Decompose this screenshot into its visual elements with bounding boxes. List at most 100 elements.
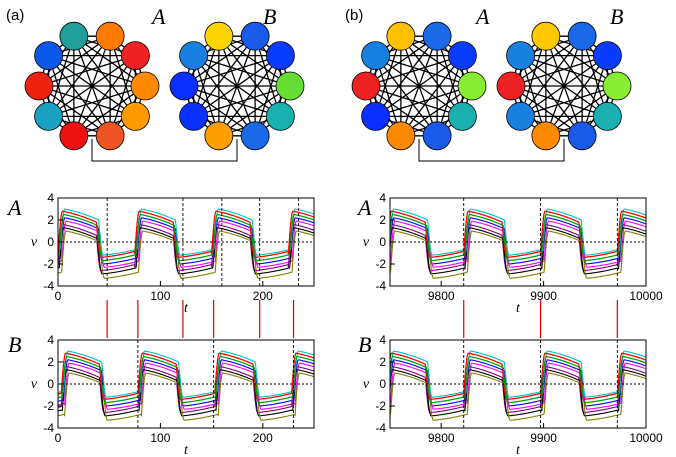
plot-0: -4 -2 0 2 4 0 100 200 t v bbox=[31, 191, 315, 316]
network-node bbox=[34, 41, 63, 71]
spike-markers bbox=[106, 300, 618, 338]
x-tick-label: 9900 bbox=[530, 289, 557, 303]
series-line bbox=[390, 230, 646, 279]
coupling-link bbox=[418, 139, 565, 162]
x-axis-label: t bbox=[516, 301, 521, 316]
network-node bbox=[240, 21, 270, 51]
y-tick-label: -4 bbox=[43, 279, 54, 293]
network-edge bbox=[38, 85, 136, 118]
series-line bbox=[390, 350, 646, 398]
network-node bbox=[496, 71, 526, 101]
network-edge bbox=[510, 85, 608, 118]
series-line bbox=[390, 369, 646, 417]
y-tick-label: 0 bbox=[47, 377, 54, 391]
series-line bbox=[58, 208, 314, 256]
x-tick-label: 10000 bbox=[629, 431, 663, 445]
network-edge bbox=[193, 35, 256, 117]
network-node bbox=[448, 41, 477, 71]
network-edge bbox=[183, 54, 281, 87]
x-tick-label: 0 bbox=[55, 431, 62, 445]
y-axis-label: v bbox=[363, 235, 370, 250]
network-edge bbox=[38, 85, 111, 137]
network-node bbox=[130, 71, 160, 101]
y-tick-label: 2 bbox=[47, 213, 54, 227]
x-tick-label: 0 bbox=[55, 289, 62, 303]
series-line bbox=[58, 210, 314, 258]
network-edge bbox=[73, 55, 136, 137]
network-node bbox=[204, 121, 234, 151]
y-tick-label: 0 bbox=[47, 235, 54, 249]
plot-1: -4 -2 0 2 4 9800 9900 10000 t v bbox=[363, 191, 663, 316]
x-tick-label: 9900 bbox=[530, 431, 557, 445]
x-tick-label: 9800 bbox=[428, 431, 455, 445]
network-edge bbox=[375, 35, 438, 117]
network-edge bbox=[193, 54, 291, 87]
network-3 bbox=[496, 21, 632, 151]
network-edge bbox=[48, 54, 146, 87]
network-edge bbox=[193, 55, 256, 137]
network-label-a-left: A bbox=[150, 4, 166, 29]
row-label-b-right: B bbox=[358, 332, 371, 357]
series-line bbox=[390, 208, 646, 256]
network-edge bbox=[48, 55, 111, 137]
series-line bbox=[58, 355, 314, 404]
network-node bbox=[531, 21, 561, 51]
y-tick-label: -4 bbox=[43, 421, 54, 435]
y-tick-label: 0 bbox=[379, 377, 386, 391]
plot-2: -4 -2 0 2 4 0 100 200 t v bbox=[31, 333, 315, 457]
x-tick-label: 10000 bbox=[629, 289, 663, 303]
y-tick-label: 4 bbox=[47, 333, 54, 347]
network-node bbox=[266, 41, 295, 71]
series-line bbox=[58, 213, 314, 262]
network-edge bbox=[510, 35, 583, 87]
network-edge bbox=[520, 54, 618, 87]
network-node bbox=[448, 101, 477, 131]
y-tick-label: -4 bbox=[375, 279, 386, 293]
x-axis-label: t bbox=[184, 301, 189, 316]
network-node bbox=[34, 101, 63, 131]
series-line bbox=[390, 220, 646, 268]
series-line bbox=[390, 362, 646, 410]
network-node bbox=[602, 71, 632, 101]
network-edge bbox=[520, 55, 583, 137]
y-axis-label: v bbox=[31, 235, 38, 250]
y-axis-label: v bbox=[363, 377, 370, 392]
network-node bbox=[506, 101, 535, 131]
x-axis-label: t bbox=[184, 443, 189, 457]
network-node bbox=[506, 41, 535, 71]
network-edge bbox=[400, 35, 463, 117]
network-edge bbox=[510, 85, 583, 137]
network-edge bbox=[400, 55, 463, 137]
plot-series-group bbox=[390, 350, 646, 421]
network-edge bbox=[520, 55, 608, 117]
network-node bbox=[351, 71, 381, 101]
x-tick-label: 9800 bbox=[428, 289, 455, 303]
series-line bbox=[58, 355, 314, 404]
x-tick-label: 100 bbox=[150, 289, 170, 303]
y-tick-label: 0 bbox=[379, 235, 386, 249]
row-label-b-left: B bbox=[8, 332, 21, 357]
network-edge bbox=[545, 35, 608, 117]
network-node bbox=[422, 121, 452, 151]
series-line bbox=[390, 365, 646, 414]
network-edge bbox=[375, 55, 463, 117]
network-edge bbox=[38, 54, 136, 87]
network-edge bbox=[520, 35, 583, 117]
network-edge bbox=[375, 54, 473, 87]
coupling-link-b bbox=[418, 139, 565, 162]
network-node bbox=[179, 41, 208, 71]
series-line bbox=[390, 355, 646, 404]
row-label-a-right: A bbox=[356, 195, 372, 220]
series-line bbox=[58, 352, 314, 400]
y-tick-label: 2 bbox=[379, 213, 386, 227]
network-edge bbox=[365, 35, 438, 87]
series-line bbox=[390, 213, 646, 262]
coupling-link-a bbox=[91, 139, 238, 162]
network-edge bbox=[38, 35, 111, 87]
network-node bbox=[457, 71, 487, 101]
network-edge bbox=[183, 85, 256, 137]
network-edge bbox=[365, 85, 463, 118]
network-label-a-right: A bbox=[474, 4, 490, 29]
